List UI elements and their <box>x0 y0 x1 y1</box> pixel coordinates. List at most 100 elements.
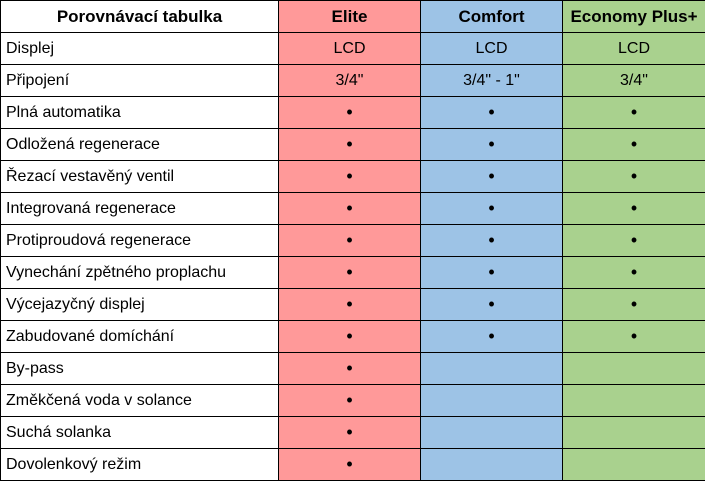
table-row: Změkčená voda v solance • <box>0 384 705 417</box>
row-label: Zabudované domíchání <box>0 320 279 353</box>
cell-economy-plus <box>562 384 705 417</box>
cell-economy-plus: • <box>562 320 705 353</box>
cell-elite: • <box>278 416 421 449</box>
column-header-comfort: Comfort <box>420 0 563 33</box>
column-header-economy-plus: Economy Plus+ <box>562 0 705 33</box>
bullet-mark: • <box>630 293 638 314</box>
bullet-mark: • <box>346 325 353 346</box>
cell-economy-plus: • <box>562 288 705 321</box>
bullet-mark: • <box>630 165 638 186</box>
cell-comfort: • <box>420 96 563 129</box>
bullet-mark: • <box>630 325 638 346</box>
cell-comfort: • <box>420 192 563 225</box>
table-row: Výcejazyčný displej • • • <box>0 288 705 321</box>
cell-comfort: • <box>420 128 563 161</box>
cell-comfort: • <box>420 160 563 193</box>
bullet-mark: • <box>346 389 353 410</box>
cell-comfort: • <box>420 224 563 257</box>
row-label: Výcejazyčný displej <box>0 288 279 321</box>
cell-elite: • <box>278 192 421 225</box>
cell-comfort <box>420 384 563 417</box>
table-row: Připojení 3/4" 3/4" - 1" 3/4" <box>0 64 705 97</box>
row-label: Displej <box>0 32 279 65</box>
row-label: Suchá solanka <box>0 416 279 449</box>
table-row: By-pass • <box>0 352 705 385</box>
cell-elite: • <box>278 224 421 257</box>
row-label: Vynechání zpětného proplachu <box>0 256 279 289</box>
row-label: Odložená regenerace <box>0 128 279 161</box>
row-label: By-pass <box>0 352 279 385</box>
cell-comfort: 3/4" - 1" <box>420 64 563 97</box>
header-row: Porovnávací tabulka Elite Comfort Econom… <box>0 0 705 33</box>
cell-elite: • <box>278 256 421 289</box>
cell-comfort <box>420 416 563 449</box>
comparison-table: Porovnávací tabulka Elite Comfort Econom… <box>0 0 705 481</box>
bullet-mark: • <box>630 101 638 122</box>
cell-economy-plus <box>562 448 705 481</box>
cell-comfort: • <box>420 320 563 353</box>
cell-economy-plus <box>562 352 705 385</box>
cell-elite: • <box>278 448 421 481</box>
bullet-mark: • <box>346 133 353 154</box>
table-row: Displej LCD LCD LCD <box>0 32 705 65</box>
table-row: Integrovaná regenerace • • • <box>0 192 705 225</box>
bullet-mark: • <box>630 229 638 250</box>
bullet-mark: • <box>346 421 353 442</box>
cell-comfort <box>420 352 563 385</box>
table-row: Dovolenkový režim • <box>0 448 705 481</box>
bullet-mark: • <box>346 197 353 218</box>
table-row: Řezací vestavěný ventil • • • <box>0 160 705 193</box>
bullet-mark: • <box>346 101 353 122</box>
cell-economy-plus: LCD <box>562 32 705 65</box>
cell-elite: • <box>278 352 421 385</box>
bullet-mark: • <box>346 261 353 282</box>
cell-economy-plus: • <box>562 192 705 225</box>
cell-economy-plus: • <box>562 96 705 129</box>
bullet-mark: • <box>488 229 495 250</box>
bullet-mark: • <box>346 229 353 250</box>
bullet-mark: • <box>346 165 353 186</box>
cell-economy-plus: • <box>562 224 705 257</box>
cell-economy-plus: • <box>562 128 705 161</box>
table-row: Odložená regenerace • • • <box>0 128 705 161</box>
bullet-mark: • <box>630 261 638 282</box>
table-row: Protiproudová regenerace • • • <box>0 224 705 257</box>
row-label: Připojení <box>0 64 279 97</box>
bullet-mark: • <box>630 197 638 218</box>
row-label: Plná automatika <box>0 96 279 129</box>
bullet-mark: • <box>488 101 495 122</box>
bullet-mark: • <box>488 261 495 282</box>
table-row: Plná automatika • • • <box>0 96 705 129</box>
bullet-mark: • <box>488 197 495 218</box>
table-title: Porovnávací tabulka <box>0 0 279 33</box>
bullet-mark: • <box>488 325 495 346</box>
column-header-elite: Elite <box>278 0 421 33</box>
cell-elite: • <box>278 128 421 161</box>
table-row: Vynechání zpětného proplachu • • • <box>0 256 705 289</box>
table-row: Suchá solanka • <box>0 416 705 449</box>
cell-elite: LCD <box>278 32 421 65</box>
cell-comfort: • <box>420 288 563 321</box>
bullet-mark: • <box>630 133 638 154</box>
row-label: Řezací vestavěný ventil <box>0 160 279 193</box>
row-label: Změkčená voda v solance <box>0 384 279 417</box>
bullet-mark: • <box>488 133 495 154</box>
cell-economy-plus: 3/4" <box>562 64 705 97</box>
row-label: Protiproudová regenerace <box>0 224 279 257</box>
cell-comfort: LCD <box>420 32 563 65</box>
cell-elite: 3/4" <box>278 64 421 97</box>
cell-elite: • <box>278 160 421 193</box>
cell-elite: • <box>278 288 421 321</box>
bullet-mark: • <box>488 293 495 314</box>
cell-economy-plus: • <box>562 256 705 289</box>
cell-comfort <box>420 448 563 481</box>
cell-economy-plus: • <box>562 160 705 193</box>
cell-elite: • <box>278 320 421 353</box>
cell-comfort: • <box>420 256 563 289</box>
cell-economy-plus <box>562 416 705 449</box>
bullet-mark: • <box>346 357 353 378</box>
table-row: Zabudované domíchání • • • <box>0 320 705 353</box>
bullet-mark: • <box>488 165 495 186</box>
cell-elite: • <box>278 384 421 417</box>
cell-elite: • <box>278 96 421 129</box>
